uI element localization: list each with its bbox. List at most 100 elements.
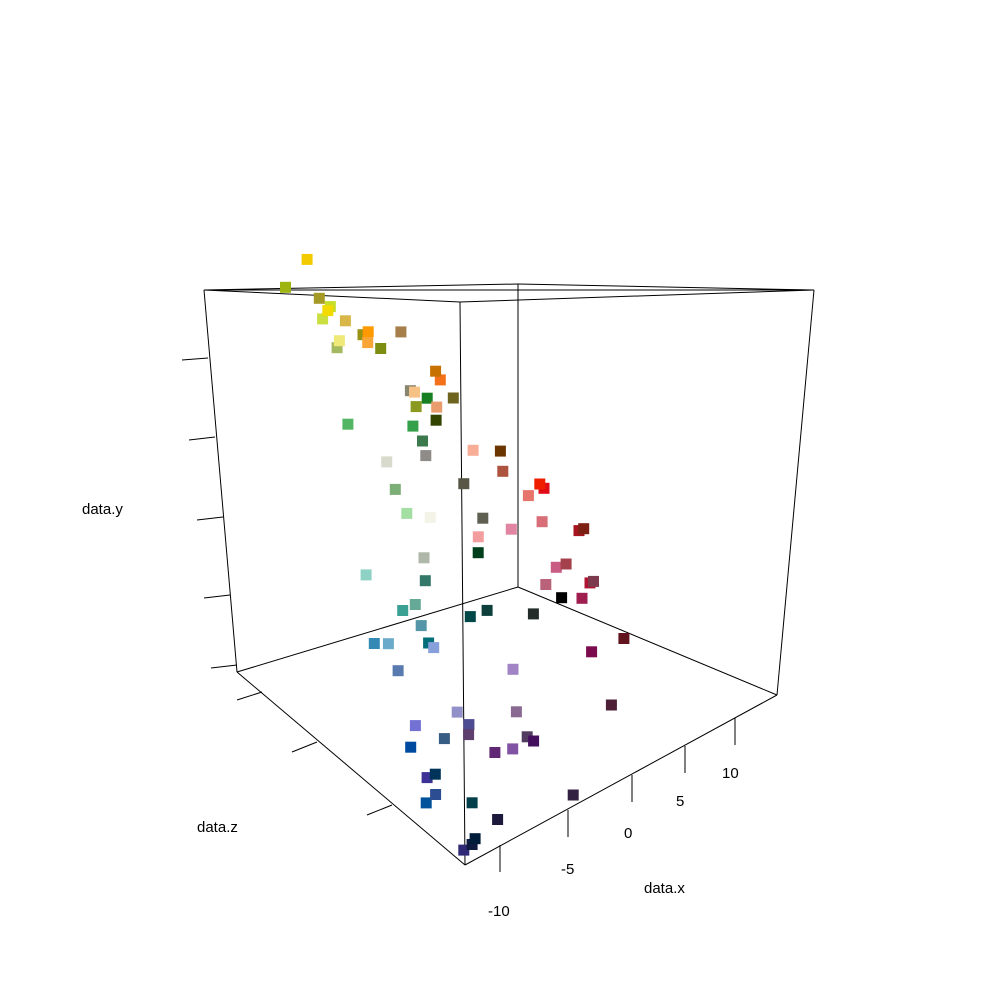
data-point	[421, 772, 433, 784]
box-edge	[517, 283, 815, 291]
data-point	[342, 418, 354, 430]
data-point	[429, 768, 441, 780]
data-point	[421, 392, 433, 404]
data-point	[430, 789, 442, 800]
data-point	[410, 401, 422, 413]
data-point	[505, 523, 517, 535]
box-edge	[459, 289, 815, 303]
x-tick-label: 10	[722, 765, 739, 782]
data-point	[467, 444, 479, 456]
data-point	[415, 620, 427, 632]
box-edge	[203, 289, 461, 303]
y-tick	[181, 357, 209, 361]
data-point	[368, 638, 380, 649]
box-edge	[203, 289, 238, 673]
y-tick	[188, 436, 216, 441]
data-point	[605, 699, 617, 711]
data-point	[389, 483, 401, 495]
box-edge	[236, 671, 466, 866]
y-axis-label: data.y	[82, 501, 123, 518]
data-point	[463, 729, 475, 741]
x-tick-labels: -10 -5 0 5 10	[488, 765, 739, 920]
x-axis-label: data.x	[644, 880, 685, 897]
data-point	[418, 552, 430, 564]
data-point	[409, 720, 421, 732]
data-point	[420, 450, 432, 462]
bounding-box	[203, 283, 815, 866]
data-point	[438, 733, 450, 745]
data-point	[381, 456, 393, 468]
box-edge	[459, 301, 466, 866]
data-point	[576, 592, 588, 604]
data-point	[458, 844, 470, 856]
data-point	[430, 365, 442, 377]
data-point	[550, 561, 562, 573]
data-point	[469, 833, 481, 845]
data-point	[510, 706, 522, 718]
data-point	[301, 253, 313, 265]
data-point	[360, 569, 372, 581]
x-axis-ticks	[499, 718, 736, 872]
data-point	[578, 523, 590, 535]
data-point	[447, 392, 459, 404]
data-point	[397, 605, 409, 616]
data-point	[472, 547, 484, 559]
x-tick-label: 0	[624, 825, 632, 842]
z-axis-label: data.z	[197, 819, 238, 836]
data-point	[466, 797, 478, 809]
data-point	[382, 638, 394, 650]
data-point	[489, 747, 501, 758]
data-point	[428, 642, 440, 654]
x-tick-label: 5	[676, 793, 684, 810]
data-point	[481, 604, 493, 616]
data-point	[466, 839, 478, 850]
z-tick	[366, 804, 393, 816]
data-point	[419, 575, 431, 587]
data-point	[536, 516, 548, 528]
z-axis-ticks	[236, 691, 393, 816]
box-edge	[203, 283, 519, 291]
data-point	[527, 608, 539, 620]
box-edge	[517, 586, 778, 696]
data-point	[420, 797, 432, 809]
data-point	[494, 445, 506, 457]
data-point	[395, 326, 407, 338]
y-tick	[203, 594, 231, 599]
data-point	[567, 789, 579, 801]
data-point	[434, 374, 446, 386]
x-tick-label: -5	[561, 861, 574, 878]
data-point	[375, 343, 387, 354]
data-points	[280, 253, 630, 856]
data-point	[618, 633, 630, 644]
data-point	[464, 611, 476, 623]
data-point	[477, 512, 489, 524]
y-axis-ticks	[181, 357, 238, 669]
data-point	[280, 281, 291, 293]
data-point	[392, 665, 404, 677]
data-point	[528, 735, 540, 747]
data-point	[586, 646, 598, 658]
z-tick	[236, 691, 263, 701]
box-edge	[776, 289, 815, 696]
data-point	[401, 507, 413, 519]
box-edge	[236, 586, 519, 673]
data-point	[431, 401, 443, 413]
z-tick	[291, 741, 318, 753]
data-point	[405, 741, 417, 753]
data-point	[430, 414, 442, 426]
data-point	[451, 706, 463, 718]
data-point	[507, 663, 519, 675]
data-point	[362, 337, 374, 349]
data-point	[417, 435, 428, 447]
data-point	[540, 579, 552, 590]
y-tick	[210, 664, 238, 669]
box-edge	[464, 694, 778, 866]
data-point	[407, 420, 419, 432]
data-point	[492, 814, 504, 825]
data-point	[560, 558, 572, 570]
data-point	[522, 490, 534, 502]
data-point	[463, 719, 475, 731]
data-point	[313, 292, 325, 304]
data-point	[588, 575, 599, 587]
data-point	[534, 478, 546, 490]
